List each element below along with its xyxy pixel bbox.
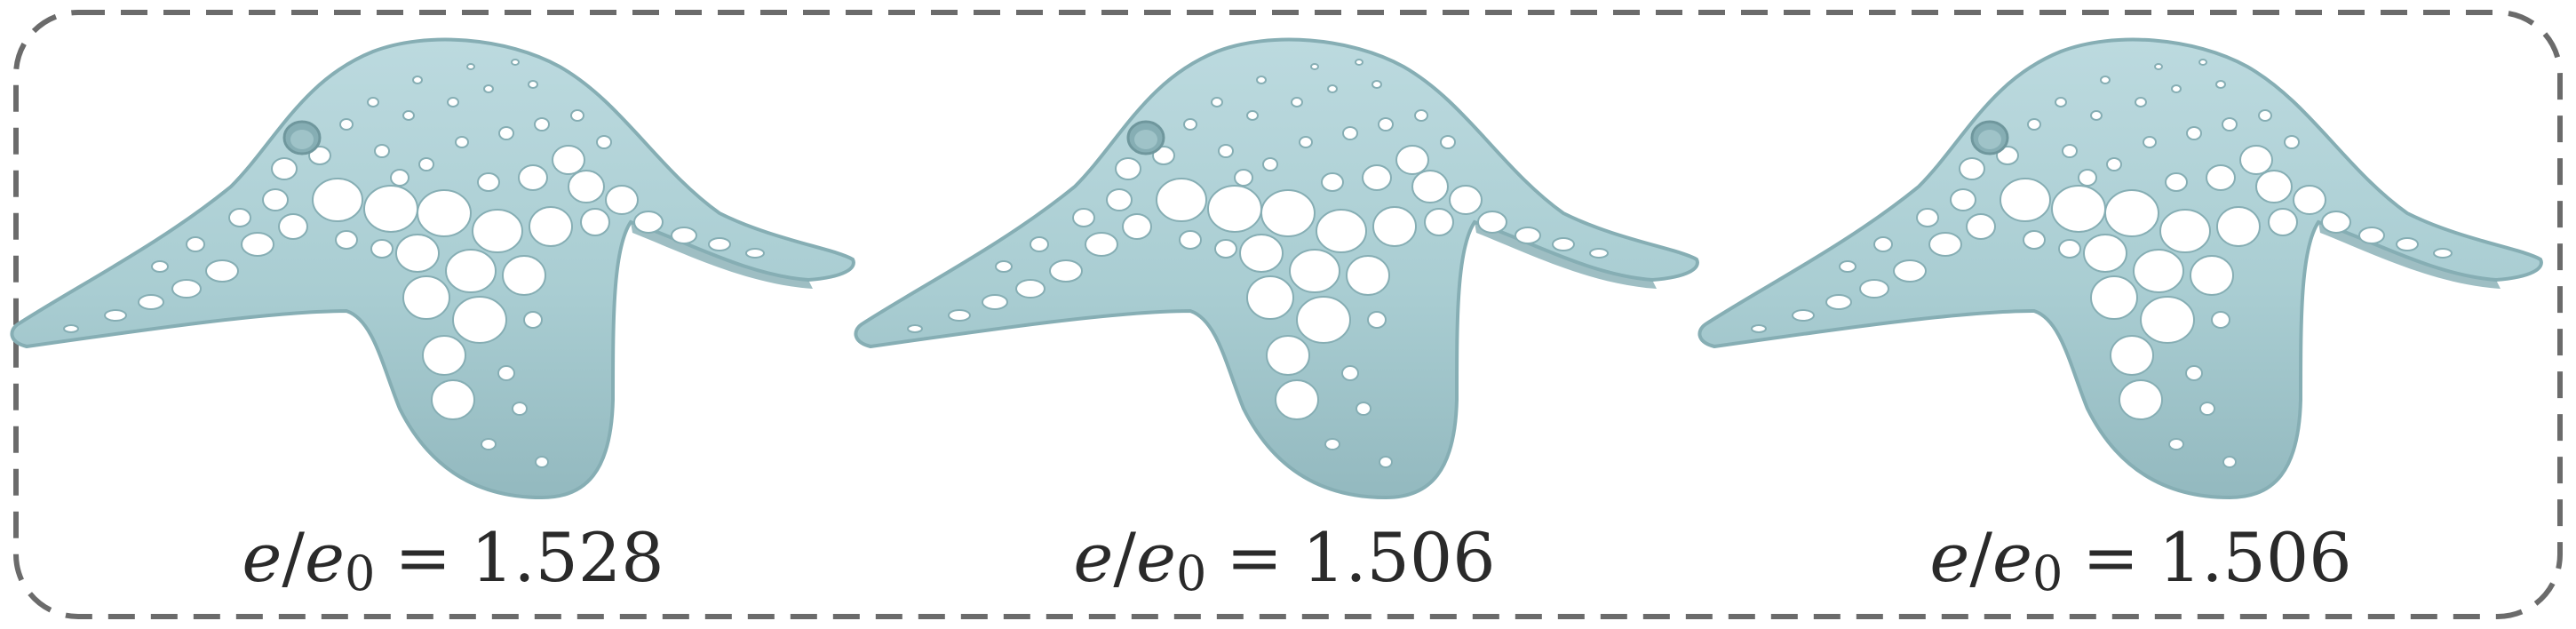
caption-denom: e: [304, 518, 345, 597]
caption-denom: e: [1992, 518, 2032, 597]
caption-equals: =: [1226, 518, 1284, 597]
caption-equals: =: [394, 518, 452, 597]
caption-slash: /: [1969, 518, 1992, 597]
caption-panel-3: e/e0 = 1.506: [1892, 524, 2389, 598]
caption-equals: =: [2082, 518, 2140, 597]
caption-slash: /: [282, 518, 305, 597]
caption-var: e: [1073, 518, 1114, 597]
caption-slash: /: [1113, 518, 1136, 597]
perforated-shell-3: [1697, 37, 2543, 499]
caption-sub: 0: [1175, 545, 1207, 601]
perforated-shell-2: [854, 37, 1699, 499]
caption-sub: 0: [344, 545, 376, 601]
perforated-shell-1: [10, 37, 855, 499]
caption-panel-1: e/e0 = 1.528: [204, 524, 702, 598]
caption-var: e: [242, 518, 282, 597]
caption-panel-2: e/e0 = 1.506: [1036, 524, 1533, 598]
caption-denom: e: [1135, 518, 1176, 597]
caption-sub: 0: [2031, 545, 2063, 601]
dashed-frame: [13, 10, 2563, 619]
caption-value: 1.506: [2159, 518, 2352, 597]
caption-value: 1.528: [471, 518, 664, 597]
caption-value: 1.506: [1302, 518, 1496, 597]
caption-var: e: [1929, 518, 1970, 597]
